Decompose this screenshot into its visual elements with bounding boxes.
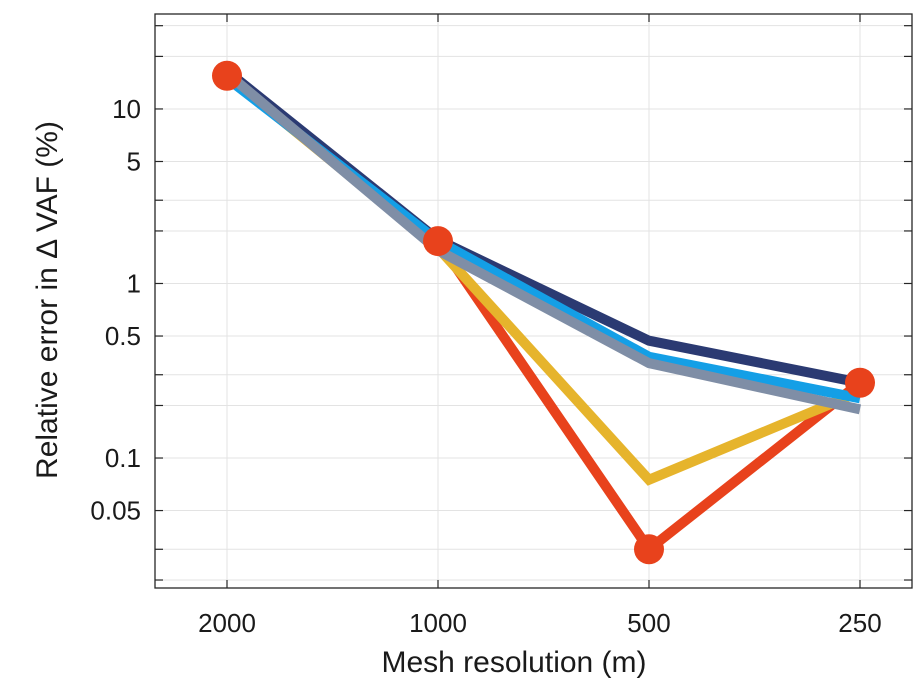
series-point-1 xyxy=(212,60,242,91)
y-tick-label: 5 xyxy=(127,146,141,176)
series-point-1 xyxy=(423,226,453,257)
tick-labels: 0.05 0.1 0.5 1 5 10 2000 1000 500 250 xyxy=(90,94,881,638)
x-axis-label: Mesh resolution (m) xyxy=(381,646,646,679)
axes xyxy=(154,13,913,589)
y-tick-label: 0.1 xyxy=(105,443,141,473)
series-group xyxy=(212,60,875,565)
x-tick-label: 500 xyxy=(627,608,670,638)
y-tick-label: 10 xyxy=(112,94,141,124)
y-tick-label: 0.5 xyxy=(105,321,141,351)
y-tick-label: 1 xyxy=(127,268,141,298)
y-axis-label: Relative error in Δ VAF (%) xyxy=(31,121,64,479)
series-point-1 xyxy=(845,367,875,398)
plot-frame xyxy=(154,13,913,589)
y-tick-label: 0.05 xyxy=(90,496,141,526)
x-tick-label: 2000 xyxy=(198,608,256,638)
series-line-2 xyxy=(223,71,862,486)
series-line-5 xyxy=(223,69,862,415)
x-tick-label: 1000 xyxy=(409,608,467,638)
series-point-1 xyxy=(634,534,664,565)
series-line-4 xyxy=(223,74,861,404)
x-tick-label: 250 xyxy=(838,608,881,638)
